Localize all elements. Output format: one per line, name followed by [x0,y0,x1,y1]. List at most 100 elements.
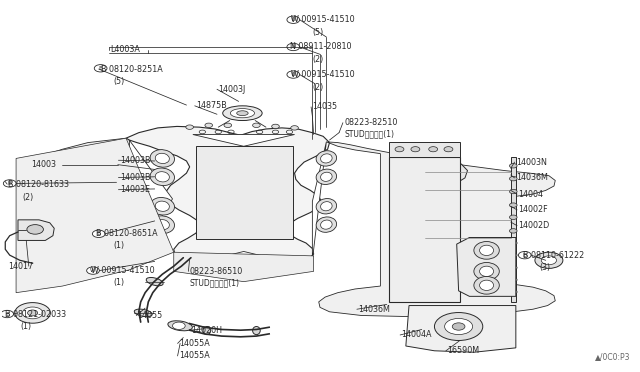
Text: B: B [99,66,103,71]
Text: (5): (5) [312,28,324,37]
Ellipse shape [321,220,332,229]
Circle shape [86,267,99,274]
Text: 14035: 14035 [312,102,337,112]
Circle shape [27,225,44,234]
Circle shape [271,124,279,129]
Ellipse shape [394,227,424,250]
Circle shape [509,164,517,168]
Ellipse shape [146,278,163,286]
Text: 14004A: 14004A [401,330,432,340]
Ellipse shape [253,327,260,334]
Ellipse shape [203,327,211,334]
Text: W: W [291,72,296,77]
Text: B: B [5,311,10,317]
Circle shape [1,310,13,318]
Ellipse shape [400,231,418,246]
Text: 14003: 14003 [31,160,56,169]
Text: 14017: 14017 [8,262,33,271]
Ellipse shape [394,161,424,183]
Polygon shape [388,157,460,302]
Text: 14036M: 14036M [358,305,390,314]
Polygon shape [511,157,516,302]
Circle shape [518,251,531,259]
Circle shape [287,71,300,78]
Ellipse shape [316,169,337,185]
Ellipse shape [150,168,175,186]
Polygon shape [312,142,326,260]
Polygon shape [457,237,516,296]
Circle shape [26,200,45,211]
Circle shape [92,230,105,237]
Circle shape [452,323,465,330]
Circle shape [242,257,246,259]
Text: 14003N: 14003N [516,158,547,167]
Ellipse shape [150,198,175,215]
Ellipse shape [156,201,170,211]
Polygon shape [173,252,314,282]
Text: 14003J: 14003J [218,85,246,94]
Text: B 08120-8251A: B 08120-8251A [100,64,163,74]
Circle shape [509,278,517,282]
Text: (1): (1) [113,241,124,250]
Circle shape [173,322,185,330]
Text: N 08911-20810: N 08911-20810 [290,42,351,51]
Text: STUDスタッド(1): STUDスタッド(1) [344,129,394,138]
Circle shape [444,147,453,152]
Circle shape [30,202,40,208]
Circle shape [509,189,517,194]
Text: B: B [8,181,12,186]
Ellipse shape [321,154,332,163]
Text: W 00915-41510: W 00915-41510 [91,266,155,275]
Ellipse shape [230,109,255,118]
Text: (2): (2) [312,83,324,92]
Polygon shape [193,135,294,146]
Ellipse shape [321,202,332,211]
Ellipse shape [400,212,418,227]
Text: 14003E: 14003E [120,185,150,194]
Ellipse shape [156,219,170,230]
Text: 14002D: 14002D [518,221,550,230]
Circle shape [29,176,52,189]
Ellipse shape [394,179,424,202]
Circle shape [3,180,16,187]
Text: W: W [291,17,296,22]
Circle shape [34,179,47,186]
Circle shape [186,125,193,129]
Text: 14003B: 14003B [120,173,150,182]
Text: STUDスタッド(1): STUDスタッド(1) [189,278,239,287]
Ellipse shape [237,111,248,116]
Text: 14003B: 14003B [120,156,150,165]
Text: 14036M: 14036M [516,173,548,182]
Polygon shape [16,138,173,293]
Polygon shape [196,146,293,239]
Circle shape [509,266,517,270]
Ellipse shape [474,276,499,294]
Ellipse shape [150,216,175,233]
Circle shape [291,126,298,130]
Text: 14002F: 14002F [518,205,548,214]
Polygon shape [29,138,126,182]
Text: N: N [291,45,295,49]
Text: (1): (1) [20,322,31,331]
Text: W 00915-41510: W 00915-41510 [291,15,355,24]
Text: 16590M: 16590M [447,346,479,355]
Circle shape [287,16,300,23]
Ellipse shape [479,280,493,291]
Circle shape [535,252,563,268]
Circle shape [509,215,517,219]
Text: (2): (2) [22,193,34,202]
Ellipse shape [316,151,337,166]
Text: 14055A: 14055A [179,339,209,348]
Text: 14055A: 14055A [179,352,209,360]
Text: B: B [97,231,101,236]
Polygon shape [126,126,330,272]
Circle shape [22,307,43,319]
Ellipse shape [474,241,499,259]
Ellipse shape [156,172,170,182]
Text: 14020H: 14020H [191,326,223,335]
Circle shape [509,290,517,294]
Text: B 08121-02033: B 08121-02033 [5,310,67,318]
Circle shape [287,43,300,51]
Ellipse shape [150,150,175,167]
Circle shape [509,176,517,181]
